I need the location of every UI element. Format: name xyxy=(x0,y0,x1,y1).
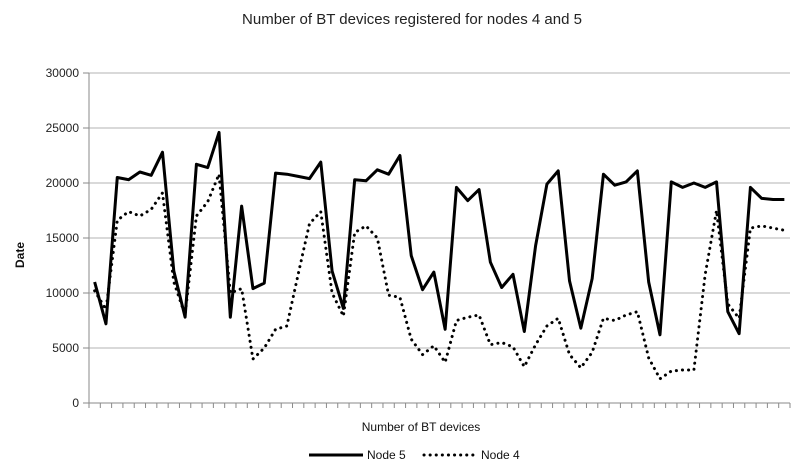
y-axis-label: Date xyxy=(13,242,27,268)
legend-label-node-4: Node 4 xyxy=(481,448,520,462)
y-tick-label: 5000 xyxy=(52,341,79,355)
chart-title: Number of BT devices registered for node… xyxy=(242,11,582,28)
y-tick-label: 25000 xyxy=(46,121,80,135)
legend: Node 5 Node 4 xyxy=(309,448,520,462)
series-lines xyxy=(93,130,786,381)
y-tick-label: 15000 xyxy=(46,231,80,245)
y-tick-label: 30000 xyxy=(46,66,80,80)
series-line-node-5 xyxy=(93,130,785,337)
x-axis xyxy=(88,73,791,408)
y-axis-tick-labels: 0 5000 10000 15000 20000 25000 30000 xyxy=(46,66,89,410)
y-tick-label: 20000 xyxy=(46,176,80,190)
series-line-node-4 xyxy=(93,172,786,381)
legend-label-node-5: Node 5 xyxy=(367,448,406,462)
y-tick-label: 0 xyxy=(72,396,79,410)
x-axis-label: Number of BT devices xyxy=(362,420,481,434)
y-tick-label: 10000 xyxy=(46,286,80,300)
